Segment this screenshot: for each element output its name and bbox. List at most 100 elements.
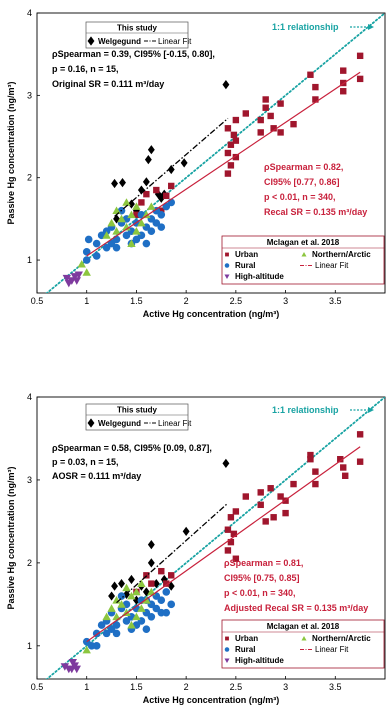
data-point [158,207,165,214]
data-point [111,178,119,189]
data-point [127,591,136,600]
y-tick-label: 3 [27,475,32,485]
data-point [158,567,165,575]
data-point [168,182,175,190]
data-point [143,190,150,198]
data-point [60,663,70,671]
data-point [356,458,364,465]
one-to-one-label: 1:1 relationship [272,405,339,415]
data-point [97,621,106,629]
data-point [162,608,171,617]
data-point [262,104,269,111]
data-point [127,239,136,247]
data-point [137,218,146,227]
data-point [162,588,171,596]
plot-frame [36,396,386,680]
series-rural [82,588,176,650]
x-tick-label: 0.5 [31,296,44,306]
data-point [82,248,91,256]
data-point [227,514,235,521]
data-point [132,227,141,235]
legend-marker [225,636,229,641]
data-point [232,137,240,144]
welgegund-fit-line [116,502,229,604]
data-point [128,199,135,209]
data-point [82,268,91,276]
data-point [257,116,264,124]
legend-marker [224,274,230,280]
data-point [133,211,140,218]
stats-this-study-line: Original SR = 0.111 m³/day [52,79,164,89]
stats-mclagan-line: CI95% [0.77, 0.86] [264,177,340,187]
legend-title: Mclagan et al. 2018 [267,622,340,631]
data-point [72,665,81,674]
legend-title: This study [117,406,158,415]
data-point [137,579,146,587]
data-point [142,239,151,248]
legend-label: Rural [235,261,255,270]
data-point [277,100,284,107]
data-point [127,620,136,629]
legend-marker-welgegund [87,36,95,46]
stats-this-study-line: p = 0.03, n = 15, [52,457,119,467]
welgegund-fit-line [114,117,229,217]
legend-box [85,21,189,49]
data-point [122,617,131,625]
data-point [340,88,347,95]
series-welgegund [108,458,230,605]
data-point [112,629,121,638]
data-point [157,223,166,231]
data-point [147,145,155,155]
one-to-one-line [45,397,385,679]
data-point [107,604,116,612]
data-point [147,612,156,621]
x-axis-label: Active Hg concentration (ng/m³) [143,309,280,319]
legend-marker [224,263,230,268]
data-point [277,129,284,136]
legend-title: Mclagan et al. 2018 [267,238,340,247]
data-point [107,218,116,227]
data-point [167,600,176,609]
legend-label: Linear Fit [158,419,192,428]
data-point [152,579,160,589]
data-point [227,162,235,169]
x-tick-label: 3.5 [329,296,342,306]
data-point [257,489,264,496]
data-point [77,259,86,268]
data-point [232,555,240,562]
plot-area [45,397,385,679]
y-tick-label: 3 [27,90,32,100]
data-point [340,67,347,74]
one-to-one-arrow-head [368,407,374,413]
data-point [267,112,274,120]
data-point [62,274,72,283]
data-point [147,558,155,568]
data-point [230,131,238,139]
legend-label: Linear Fit [315,645,349,654]
legend-label: High-altitude [235,272,284,281]
x-tick-label: 0.5 [31,682,44,692]
data-point [230,530,238,538]
data-point [122,222,131,231]
x-tick-label: 1 [84,296,89,306]
data-point [242,493,249,500]
series-northern-arctic [77,198,156,276]
y-tick-label: 2 [27,558,32,568]
data-point [142,210,151,219]
data-point [168,572,175,579]
mclagan-fit-line [86,446,361,643]
data-point [224,149,232,157]
data-point [180,158,188,168]
data-point [82,256,91,264]
legend-marker [224,647,230,652]
data-point [224,125,232,132]
data-point [118,579,125,589]
data-point [222,458,230,468]
stats-this-study-line: ρSpearman = 0.58, CI95% [0.09, 0.87], [52,443,212,453]
chart-panel-top: 0.5 1 1.5 2 2.5 3 3.5 1 2 3 4 Active Hg concentrati… [6,8,386,319]
data-point [342,472,349,479]
series-urban [133,431,364,596]
one-to-one-arrow-head [368,24,374,30]
x-tick-label: 2.5 [230,682,243,692]
legend-label: Urban [235,634,258,643]
